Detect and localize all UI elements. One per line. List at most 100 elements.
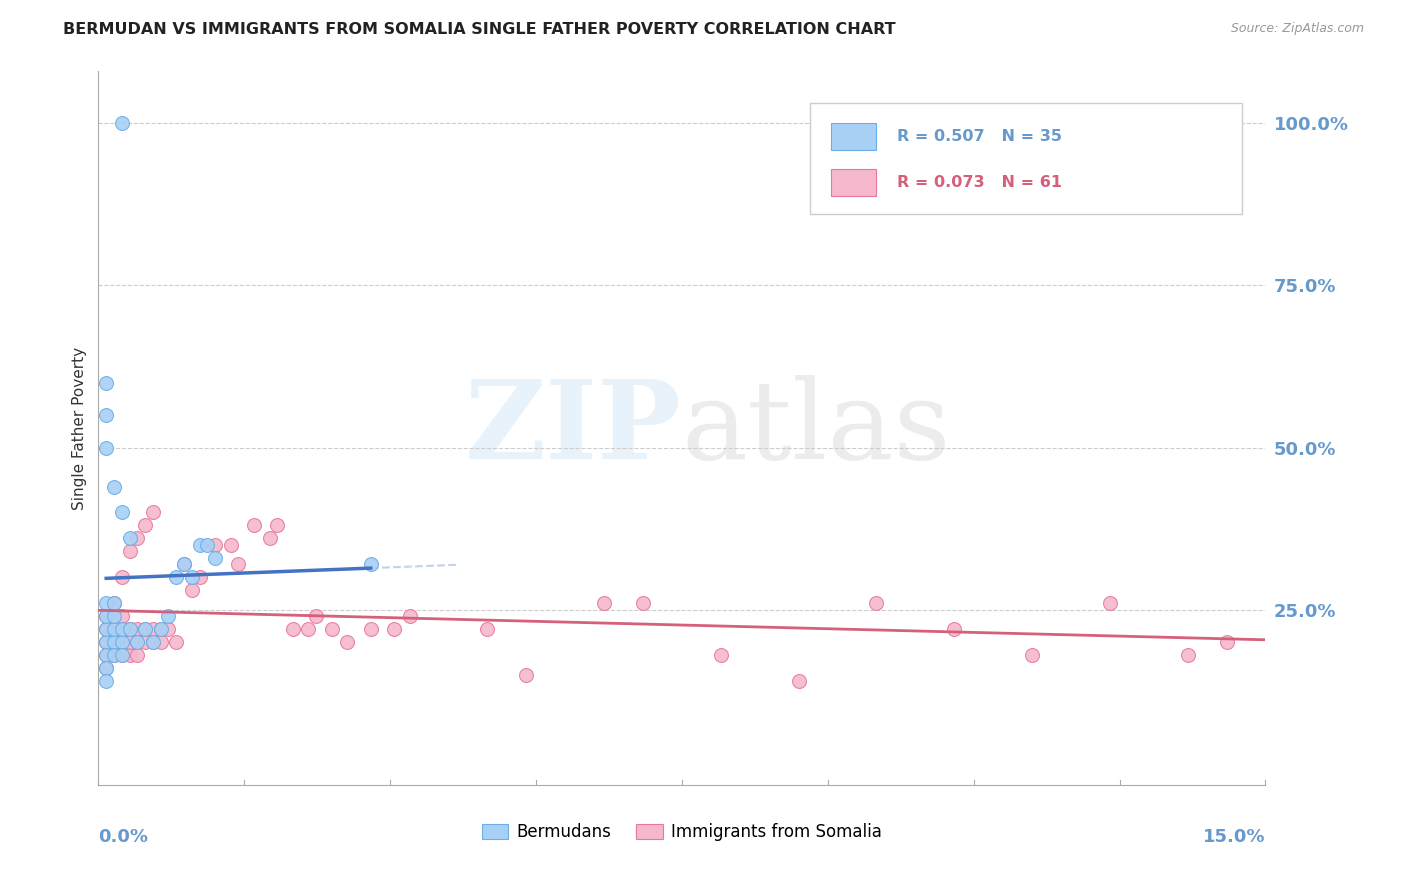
Point [477,622,499,636]
Point [165,570,187,584]
Point [219,538,242,552]
Legend: Bermudans, Immigrants from Somalia: Bermudans, Immigrants from Somalia [475,817,889,848]
Y-axis label: Single Father Poverty: Single Father Poverty [72,347,87,509]
Point [118,622,141,636]
Point [134,622,156,636]
Point [111,116,134,130]
Point [281,622,304,636]
Point [188,570,211,584]
Point [134,622,156,636]
Point [118,622,141,636]
Point [142,635,165,649]
Text: 0.0%: 0.0% [98,828,149,846]
Point [1215,635,1237,649]
Point [142,635,165,649]
FancyBboxPatch shape [810,103,1241,214]
Point [96,441,118,455]
Point [1098,596,1121,610]
Point [96,674,118,689]
Point [111,648,134,663]
Point [943,622,966,636]
Point [195,538,218,552]
Point [103,609,125,624]
Point [157,609,180,624]
Point [96,661,118,675]
Point [865,596,887,610]
Point [1021,648,1043,663]
Point [515,667,537,681]
Point [96,622,118,636]
Text: R = 0.507   N = 35: R = 0.507 N = 35 [897,128,1062,144]
Point [96,648,118,663]
Point [173,558,195,572]
Point [118,648,141,663]
Point [96,648,118,663]
Point [103,596,125,610]
Point [259,532,281,546]
Point [103,635,125,649]
Point [360,622,382,636]
Point [297,622,319,636]
Point [111,570,134,584]
Point [96,635,118,649]
Point [321,622,343,636]
Point [180,583,202,598]
Point [382,622,405,636]
Point [142,506,165,520]
Point [96,609,118,624]
Point [149,622,172,636]
Point [204,538,226,552]
Point [266,518,288,533]
Point [228,558,250,572]
Point [134,518,156,533]
Point [96,635,118,649]
Point [118,532,141,546]
FancyBboxPatch shape [831,123,876,150]
Point [305,609,328,624]
Point [149,622,172,636]
Point [127,622,149,636]
Point [188,538,211,552]
Text: 15.0%: 15.0% [1204,828,1265,846]
Point [111,635,134,649]
Text: Source: ZipAtlas.com: Source: ZipAtlas.com [1230,22,1364,36]
Point [103,635,125,649]
Point [111,648,134,663]
Point [398,609,420,624]
Point [111,506,134,520]
Point [118,635,141,649]
Point [593,596,616,610]
Point [127,532,149,546]
Point [96,609,118,624]
Text: BERMUDAN VS IMMIGRANTS FROM SOMALIA SINGLE FATHER POVERTY CORRELATION CHART: BERMUDAN VS IMMIGRANTS FROM SOMALIA SING… [63,22,896,37]
Point [103,596,125,610]
Point [134,635,156,649]
Point [96,408,118,422]
FancyBboxPatch shape [831,169,876,196]
Text: ZIP: ZIP [465,375,682,482]
Point [149,635,172,649]
Point [103,622,125,636]
Point [787,674,810,689]
Point [360,558,382,572]
Point [710,648,733,663]
Point [157,622,180,636]
Point [173,558,195,572]
Point [118,544,141,558]
Point [111,622,134,636]
Point [336,635,359,649]
Text: R = 0.073   N = 61: R = 0.073 N = 61 [897,175,1062,190]
Point [111,635,134,649]
Point [103,622,125,636]
Point [631,596,654,610]
Point [96,376,118,390]
Point [96,596,118,610]
Point [142,622,165,636]
Point [243,518,266,533]
Point [127,635,149,649]
Point [1177,648,1199,663]
Point [103,648,125,663]
Point [111,609,134,624]
Point [180,570,202,584]
Point [127,648,149,663]
